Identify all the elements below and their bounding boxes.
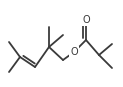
Text: O: O <box>82 15 90 25</box>
Text: O: O <box>70 47 78 57</box>
